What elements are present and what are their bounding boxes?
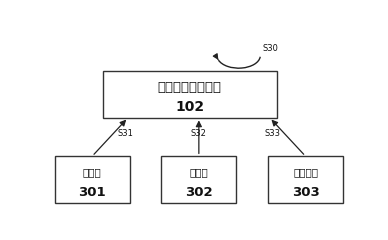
- Text: 机顶盒: 机顶盒: [83, 167, 102, 177]
- Text: 计算机: 计算机: [189, 167, 208, 177]
- FancyBboxPatch shape: [161, 156, 236, 203]
- Text: 智能手机: 智能手机: [293, 167, 318, 177]
- Text: S31: S31: [117, 129, 133, 138]
- Text: 301: 301: [78, 186, 106, 199]
- Text: S33: S33: [265, 129, 281, 138]
- FancyBboxPatch shape: [54, 156, 130, 203]
- FancyBboxPatch shape: [268, 156, 343, 203]
- Text: S30: S30: [263, 43, 279, 53]
- Text: S32: S32: [191, 129, 207, 138]
- Text: 用户帐号关联模块: 用户帐号关联模块: [158, 81, 222, 94]
- Text: 302: 302: [185, 186, 213, 199]
- FancyBboxPatch shape: [102, 71, 277, 118]
- Text: 102: 102: [175, 100, 204, 114]
- Text: 303: 303: [292, 186, 319, 199]
